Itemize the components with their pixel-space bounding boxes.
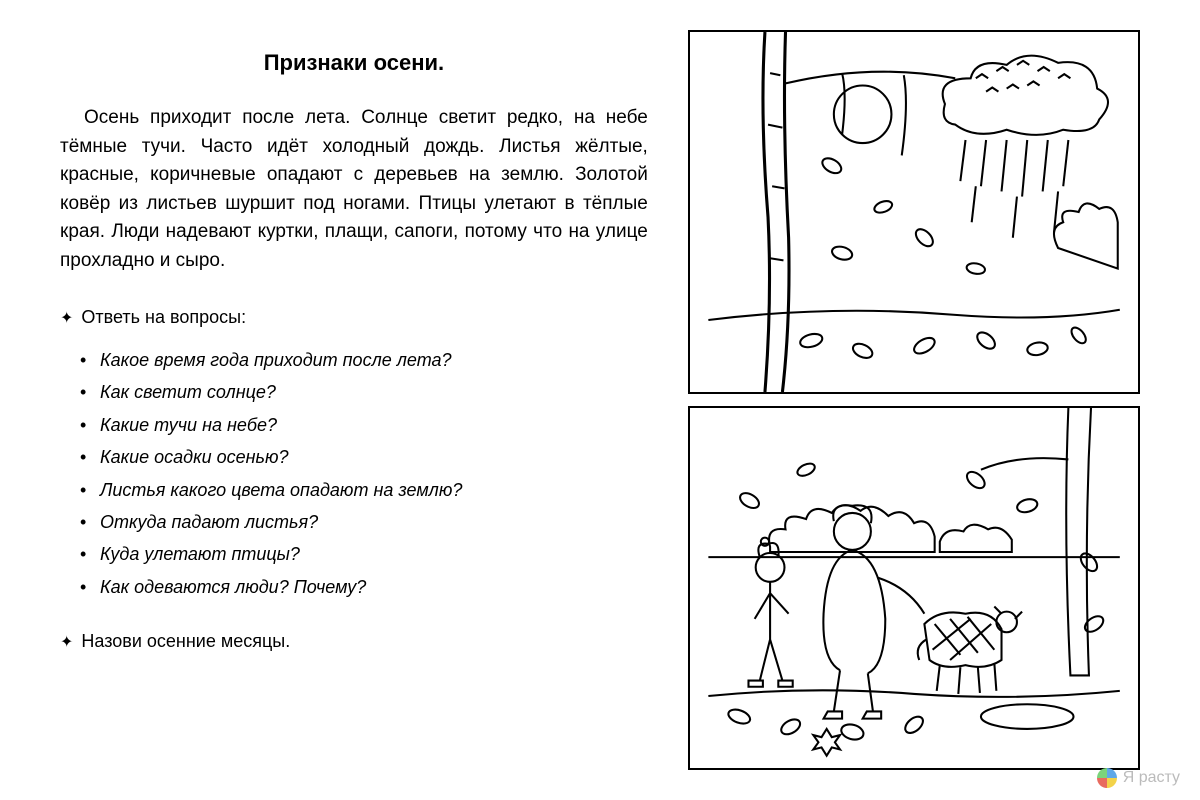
question-item: Какие тучи на небе? — [100, 409, 648, 441]
question-item: Как одеваются люди? Почему? — [100, 571, 648, 603]
watermark-text: Я расту — [1123, 769, 1180, 787]
page-title: Признаки осени. — [60, 50, 648, 76]
main-paragraph: Осень приходит после лета. Солнце светит… — [60, 104, 648, 275]
watermark: Я расту — [1097, 768, 1180, 788]
question-item: Какое время года приходит после лета? — [100, 344, 648, 376]
question-item: Куда улетают птицы? — [100, 538, 648, 570]
family-walk-scene-icon — [690, 408, 1138, 768]
star-icon: ✦ — [60, 632, 73, 652]
task1-label: Ответь на вопросы: — [81, 307, 246, 328]
watermark-ball-icon — [1097, 768, 1117, 788]
question-item: Листья какого цвета опадают на землю? — [100, 474, 648, 506]
text-column: Признаки осени. Осень приходит после лет… — [60, 30, 648, 770]
illustration-top — [688, 30, 1140, 394]
question-item: Какие осадки осенью? — [100, 441, 648, 473]
illustrations-column — [688, 30, 1140, 770]
star-icon: ✦ — [60, 308, 73, 328]
question-list: Какое время года приходит после лета? Ка… — [100, 344, 648, 603]
task1-heading: ✦ Ответь на вопросы: — [60, 307, 648, 328]
task2-heading: ✦ Назови осенние месяцы. — [60, 631, 648, 652]
question-item: Откуда падают листья? — [100, 506, 648, 538]
question-item: Как светит солнце? — [100, 376, 648, 408]
task2-label: Назови осенние месяцы. — [81, 631, 290, 652]
illustration-bottom — [688, 406, 1140, 770]
autumn-rain-scene-icon — [690, 32, 1138, 392]
